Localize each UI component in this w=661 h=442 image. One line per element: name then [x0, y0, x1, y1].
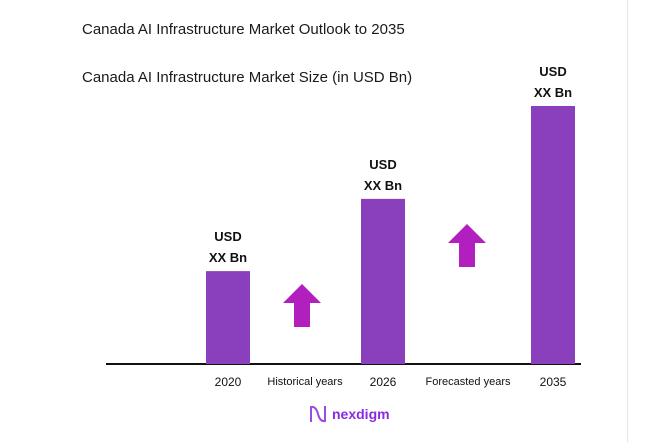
nexdigm-logo-icon — [310, 405, 326, 423]
data-label: XX Bn — [534, 85, 572, 100]
data-label: USD — [369, 157, 396, 172]
x-tick-label: 2035 — [540, 375, 567, 389]
brand-name: nexdigm — [332, 406, 390, 422]
x-tick-label: 2020 — [215, 375, 242, 389]
chart-title: Canada AI Infrastructure Market Outlook … — [82, 21, 405, 38]
data-label: XX Bn — [364, 178, 402, 193]
bar-2026 — [361, 198, 405, 364]
data-label: XX Bn — [209, 250, 247, 265]
divider — [627, 0, 628, 442]
data-label: USD — [214, 229, 241, 244]
bar-2035 — [531, 106, 575, 364]
bar-2020 — [206, 271, 250, 364]
brand-logo: nexdigm — [308, 404, 390, 424]
period-label: Forecasted years — [426, 376, 511, 388]
x-tick-label: 2026 — [370, 375, 397, 389]
data-label: USD — [539, 64, 566, 79]
chart-subtitle: Canada AI Infrastructure Market Size (in… — [82, 69, 413, 86]
up-arrow-icon — [448, 224, 486, 267]
up-arrow-icon — [283, 284, 321, 327]
period-label: Historical years — [267, 376, 343, 388]
